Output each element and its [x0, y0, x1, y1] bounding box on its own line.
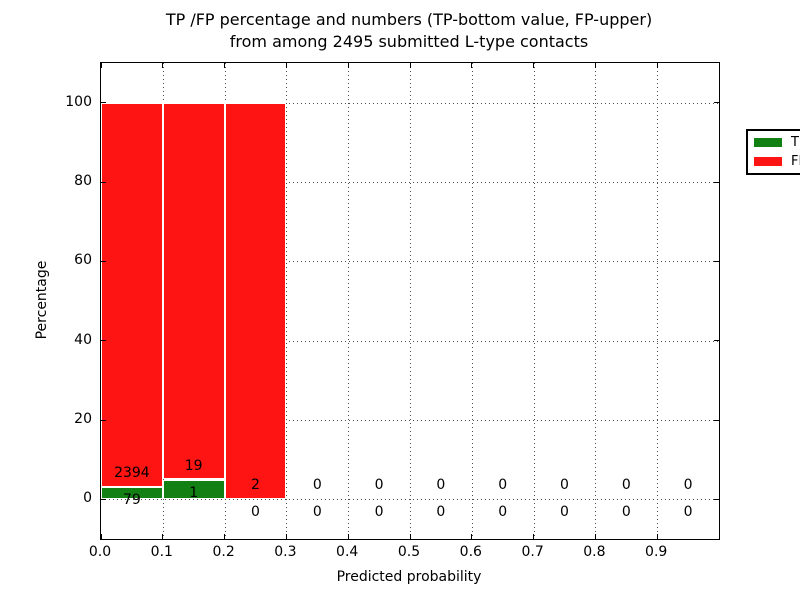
x-tick-mark-top [409, 63, 411, 68]
x-tick-mark-bottom [285, 534, 287, 539]
chart-title: TP /FP percentage and numbers (TP-bottom… [100, 9, 718, 53]
gridline-vertical [410, 63, 411, 539]
x-tick-mark-top [594, 63, 596, 68]
y-tick-mark-right [714, 498, 719, 500]
x-tick-label: 0.2 [212, 544, 235, 560]
fp-count-label: 0 [683, 477, 693, 494]
fp-count-label: 0 [374, 477, 384, 494]
y-tick-mark-left [101, 181, 106, 183]
y-tick-mark-right [714, 102, 719, 104]
y-tick-mark-left [101, 260, 106, 262]
tp-count-label: 0 [251, 504, 260, 521]
y-tick-label: 0 [83, 490, 92, 507]
gridline-vertical [657, 63, 659, 539]
x-tick-mark-bottom [100, 534, 102, 539]
fp-count-label: 0 [312, 477, 322, 494]
x-tick-mark-top [224, 63, 226, 68]
fp-count-label: 0 [621, 477, 631, 494]
plot-area: TP FP 2394 79 19 1 2 0 0 0 0 0 0 0 0 0 0 0 0 0 0 0 [100, 62, 800, 540]
x-tick-mark-bottom [594, 534, 596, 539]
y-axis-label: Percentage [34, 260, 50, 340]
x-tick-mark-bottom [471, 534, 473, 539]
y-tick-label: 60 [74, 252, 92, 269]
fp-count-label: 2 [251, 477, 260, 494]
y-tick-label: 20 [74, 411, 92, 427]
bar-segment-tp [162, 479, 225, 500]
y-tick-label: 100 [65, 93, 92, 110]
fp-count-label: 0 [560, 477, 569, 494]
gridline-vertical [533, 63, 535, 539]
legend-entry-fp: FP [754, 155, 800, 168]
gridline-vertical [595, 63, 597, 539]
fp-count-label: 19 [184, 457, 203, 474]
chart-title-line-1: TP /FP percentage and numbers (TP-bottom… [165, 10, 653, 29]
gridline-vertical [286, 63, 288, 539]
legend: TP FP [746, 129, 800, 175]
tp-legend-label: TP [791, 135, 800, 151]
x-tick-label: 0.1 [150, 544, 173, 560]
y-tick-mark-right [714, 260, 719, 262]
x-tick-label: 0.9 [645, 544, 668, 560]
tp-count-label: 0 [621, 504, 631, 521]
x-tick-label: 0.8 [583, 544, 606, 560]
x-tick-mark-top [162, 63, 164, 68]
y-tick-mark-left [101, 419, 106, 421]
chart-title-line-2: from among 2495 submitted L-type contact… [229, 32, 589, 51]
x-tick-mark-top [533, 63, 535, 68]
legend-entry-tp: TP [754, 136, 800, 149]
tp-count-label: 0 [683, 504, 693, 521]
x-tick-mark-top [471, 63, 473, 68]
tp-count-label: 79 [122, 491, 141, 508]
tp-count-label: 0 [498, 504, 508, 521]
x-tick-mark-bottom [162, 534, 164, 539]
tp-count-label: 0 [374, 504, 384, 521]
bar-segment-tp [101, 486, 163, 500]
bar-segment-fp [224, 102, 287, 500]
fp-count-label: 0 [436, 477, 446, 494]
x-tick-label: 0.6 [459, 544, 482, 560]
x-tick-label: 0.0 [88, 544, 112, 560]
y-tick-mark-right [714, 419, 719, 421]
x-axis-label: Predicted probability [336, 569, 482, 585]
y-tick-mark-right [714, 340, 719, 342]
tp-count-label: 0 [312, 504, 322, 521]
fp-count-label: 0 [498, 477, 508, 494]
y-tick-mark-left [101, 498, 106, 500]
x-tick-label: 0.5 [397, 544, 421, 560]
x-tick-mark-bottom [533, 534, 535, 539]
tp-count-label: 0 [436, 504, 446, 521]
x-tick-mark-bottom [347, 534, 349, 539]
fp-count-label: 2394 [114, 464, 150, 481]
gridline-vertical [471, 63, 473, 539]
y-tick-mark-right [714, 181, 719, 183]
x-tick-label: 0.4 [336, 544, 359, 560]
x-tick-mark-bottom [656, 534, 658, 539]
y-tick-label: 80 [74, 173, 92, 189]
x-tick-mark-bottom [224, 534, 226, 539]
tp-legend-swatch [754, 138, 782, 148]
x-tick-mark-top [100, 63, 102, 68]
fp-legend-label: FP [791, 153, 800, 169]
bar-segment-fp [101, 102, 163, 487]
bar-segment-fp [162, 102, 225, 480]
gridline-vertical [348, 63, 350, 539]
x-tick-mark-top [656, 63, 658, 68]
x-tick-mark-bottom [409, 534, 411, 539]
y-tick-mark-left [101, 340, 106, 342]
x-tick-mark-top [285, 63, 287, 68]
y-tick-mark-left [101, 102, 106, 104]
x-tick-mark-top [347, 63, 349, 68]
tp-count-label: 1 [189, 484, 199, 501]
x-tick-label: 0.3 [274, 544, 297, 560]
tp-count-label: 0 [560, 504, 569, 521]
y-tick-label: 40 [74, 331, 92, 348]
fp-legend-swatch [754, 156, 782, 166]
x-tick-label: 0.7 [521, 544, 544, 560]
